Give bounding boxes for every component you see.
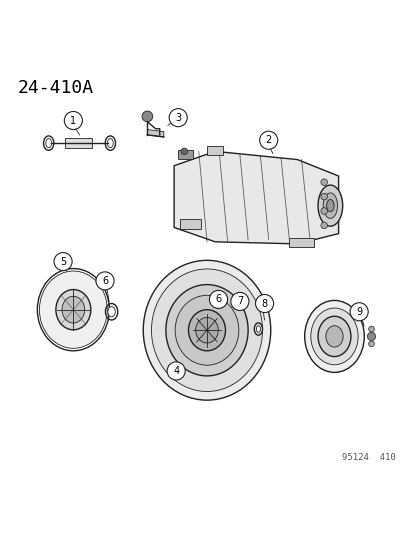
Text: 6: 6 — [102, 276, 108, 286]
Text: 1: 1 — [70, 116, 76, 125]
Ellipse shape — [317, 316, 350, 357]
Ellipse shape — [310, 308, 357, 365]
Circle shape — [96, 272, 114, 290]
Ellipse shape — [62, 296, 84, 323]
Text: 4: 4 — [173, 366, 179, 376]
Ellipse shape — [166, 285, 247, 376]
Circle shape — [142, 111, 152, 122]
Text: 95124  410: 95124 410 — [342, 453, 395, 462]
Ellipse shape — [256, 326, 260, 332]
Circle shape — [349, 303, 367, 321]
Bar — [206, 146, 223, 155]
Ellipse shape — [151, 269, 262, 392]
Circle shape — [259, 131, 277, 149]
Polygon shape — [147, 130, 164, 137]
Circle shape — [255, 294, 273, 312]
Polygon shape — [174, 151, 338, 244]
Ellipse shape — [323, 193, 337, 219]
Circle shape — [64, 111, 82, 130]
Ellipse shape — [175, 295, 238, 365]
Bar — [65, 138, 92, 149]
Text: 7: 7 — [236, 296, 242, 306]
Bar — [289, 238, 313, 247]
Text: 2: 2 — [265, 135, 271, 146]
Circle shape — [368, 341, 373, 346]
Ellipse shape — [39, 271, 107, 349]
Ellipse shape — [188, 310, 225, 351]
Circle shape — [169, 109, 187, 127]
Text: 9: 9 — [355, 306, 361, 317]
Ellipse shape — [317, 185, 342, 226]
Ellipse shape — [195, 318, 218, 343]
Circle shape — [366, 332, 375, 341]
Circle shape — [320, 193, 327, 200]
Bar — [180, 219, 200, 230]
Circle shape — [167, 362, 185, 380]
Circle shape — [54, 253, 72, 271]
Bar — [178, 150, 192, 159]
Circle shape — [320, 179, 327, 185]
Text: 8: 8 — [261, 298, 267, 309]
Text: 5: 5 — [60, 256, 66, 266]
Circle shape — [320, 208, 327, 214]
Circle shape — [230, 293, 248, 311]
Text: 3: 3 — [175, 112, 181, 123]
Circle shape — [180, 148, 187, 155]
Ellipse shape — [242, 318, 247, 334]
Ellipse shape — [304, 301, 363, 373]
Ellipse shape — [143, 260, 270, 400]
Text: 6: 6 — [215, 294, 221, 304]
Ellipse shape — [56, 289, 90, 330]
Ellipse shape — [326, 199, 333, 212]
Circle shape — [320, 222, 327, 229]
Text: 24-410A: 24-410A — [18, 79, 94, 98]
Ellipse shape — [325, 326, 342, 347]
Circle shape — [368, 326, 373, 332]
Circle shape — [209, 290, 227, 309]
Ellipse shape — [108, 306, 115, 317]
